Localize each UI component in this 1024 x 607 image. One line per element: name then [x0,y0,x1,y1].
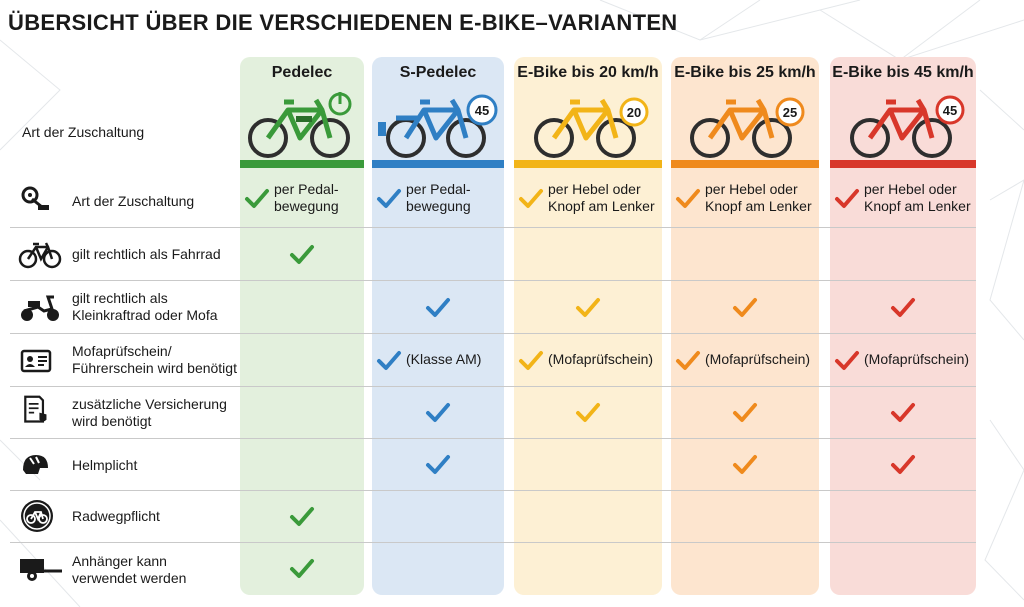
cell-text-line: (Mofaprüfschein) [864,351,970,367]
checkmark-icon [891,403,915,422]
column-bar-ebike-25 [671,160,819,168]
column-header-ebike-25: E-Bike bis 25 km/h [674,64,816,81]
row-label-kleinkraftrad: gilt rechtlich als Kleinkraftrad oder Mof… [72,290,218,323]
cell-text-line: (Mofaprüfschein) [548,351,654,367]
cell-text-line: Knopf am Lenker [548,197,655,214]
ebike-25-speed-badge: 25 [783,105,797,120]
cell-text: (Klasse AM) [406,351,481,368]
row-divider [10,227,976,228]
row-label-fahrrad: gilt rechtlich als Fahrrad [72,246,221,262]
pedal-gear-icon [21,186,49,210]
cell-text-line: bewegung [406,197,471,214]
checkmark-icon [676,350,700,370]
ebike-45-bike-icon: 45 [850,95,965,158]
column-bar-ebike-45 [830,160,976,168]
cell-text: per Hebel oder Knopf am Lenker [864,181,971,215]
checkmark-icon [245,188,269,208]
row-divider [10,438,976,439]
cell-text: (Mofaprüfschein) [705,351,810,368]
cell-text: per Pedal-bewegung [274,181,339,215]
ebike-45-speed-badge: 45 [943,103,957,118]
checkmark-icon [426,297,450,317]
column-bar-ebike-20 [514,160,662,168]
cell-text: per Hebel oder Knopf am Lenker [705,181,812,215]
cell-text-line: Knopf am Lenker [705,197,812,214]
cell-text-line: (Klasse AM) [406,351,482,367]
s-pedelec-bike-icon: 45 [378,94,498,158]
column-header-ebike-20: E-Bike bis 20 km/h [517,64,659,81]
row-label-fuehrerschein: Mofaprüfschein/Führerschein wird benötig… [72,343,237,376]
column-background-pedelec [240,57,364,595]
checkmark-icon [377,188,401,208]
checkmark-icon [891,297,915,317]
checkmark-icon [519,350,543,370]
row-label-zuschaltung: Art der Zuschaltung [72,193,195,209]
cell-text-line: Knopf am Lenker [864,197,971,214]
row-label-radwegpflicht: Radwegpflicht [72,508,160,524]
column-header-s-pedelec: S-Pedelec [399,64,477,81]
checkmark-icon [290,507,314,526]
checkmark-icon [835,350,859,370]
column-header-pedelec: Pedelec [271,64,333,81]
row-label-anhaenger: Anhänger kann verwendet werden [72,553,187,586]
checkmark-icon [290,244,314,264]
column-bar-pedelec [240,160,364,168]
id-card-icon [20,349,52,373]
pedelec-bike-icon [248,92,352,158]
page-title: ÜBERSICHT ÜBER DIE VERSCHIEDENEN E-BIKE–… [8,10,678,35]
row-label-helmpflicht: Helmplicht [72,457,138,473]
ebike-20-bike-icon: 20 [534,97,649,158]
checkmark-icon [835,188,859,208]
moped-icon [21,295,59,321]
cell-text-line: per Pedal- [406,180,471,197]
checkmark-icon [290,559,314,578]
cell-text-line: bewegung [274,197,339,214]
cell-text: per Hebel oder Knopf am Lenker [548,181,655,215]
ebike-20-speed-badge: 20 [627,105,641,120]
column-header-ebike-45: E-Bike bis 45 km/h [832,64,974,81]
checkmark-icon [576,297,600,317]
cell-text: per Pedal-bewegung [406,181,471,215]
checkmark-icon [891,455,915,474]
cell-text-line: (Mofaprüfschein) [705,351,811,367]
checkmark-icon [519,188,543,208]
checkmark-icon [426,455,450,474]
cell-text-line: per Hebel oder [705,180,798,197]
bicycle-icon [18,242,62,269]
ebike-25-bike-icon: 25 [690,97,805,158]
checkmark-icon [377,350,401,370]
row-divider [10,333,976,334]
helmet-icon [23,455,48,474]
cell-text-line: per Pedal- [274,180,339,197]
checkmark-icon [733,455,757,474]
row-divider [10,386,976,387]
checkmark-icon [733,297,757,317]
row-divider [10,490,976,491]
s-pedelec-speed-badge: 45 [475,103,489,118]
row-label-versicherung: zusätzliche Versicherung wird benötigt [72,396,227,429]
cell-text: (Mofaprüfschein) [864,351,969,368]
trailer-icon [20,559,62,581]
column-bar-s-pedelec [372,160,504,168]
cell-text-line: per Hebel oder [548,180,641,197]
bike-path-sign-icon [21,500,53,532]
row-divider [10,280,976,281]
header-row-label: Art der Zuschaltung [22,124,145,140]
cell-text: (Mofaprüfschein) [548,351,653,368]
checkmark-icon [733,403,757,422]
insurance-document-icon [24,395,47,423]
checkmark-icon [426,403,450,422]
row-divider [10,542,976,543]
cell-text-line: per Hebel oder [864,180,957,197]
checkmark-icon [576,403,600,422]
checkmark-icon [676,188,700,208]
